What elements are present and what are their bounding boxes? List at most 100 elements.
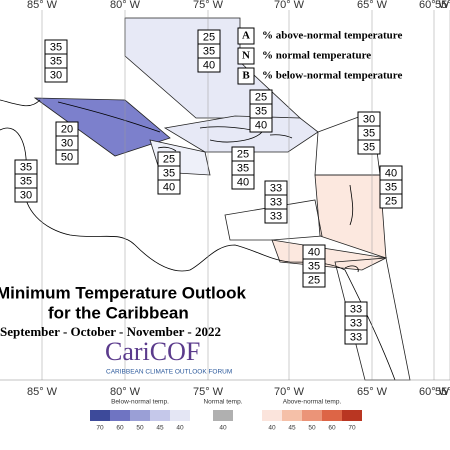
prob-cell xyxy=(249,117,273,133)
colorbar-label: Above-normal temp. xyxy=(283,399,342,406)
colorbar-tick: 40 xyxy=(176,425,184,432)
colorbar-label: Normal temp. xyxy=(203,399,242,406)
logo-subtitle: CARIBBEAN CLIMATE OUTLOOK FORUM xyxy=(106,369,232,376)
lon-label-bottom: 80° W xyxy=(110,386,141,398)
prob-value: 35 xyxy=(363,141,375,153)
coastline xyxy=(344,265,359,273)
colorbar-tick: 60 xyxy=(116,425,124,432)
prob-value: 40 xyxy=(163,181,175,193)
lon-label-bottom: 70° W xyxy=(274,386,305,398)
prob-value: 35 xyxy=(20,161,32,173)
prob-value: 25 xyxy=(308,274,320,286)
legend-text: % normal temperature xyxy=(262,50,371,62)
prob-value: 25 xyxy=(203,31,215,43)
colorbar-cell xyxy=(342,410,362,421)
colorbar-tick: 50 xyxy=(136,425,144,432)
colorbar-cell xyxy=(282,410,302,421)
prob-value: 33 xyxy=(350,303,362,315)
prob-value: 35 xyxy=(50,41,62,53)
lon-label-top: 65° W xyxy=(357,0,388,11)
prob-cell xyxy=(344,329,368,345)
legend-key-box xyxy=(237,67,255,85)
colorbar-tick: 45 xyxy=(156,425,164,432)
prob-cell xyxy=(157,179,181,195)
prob-value: 33 xyxy=(270,182,282,194)
prob-cell xyxy=(14,187,38,203)
prob-value: 40 xyxy=(255,119,267,131)
prob-value: 30 xyxy=(20,189,32,201)
prob-cell xyxy=(231,174,255,190)
prob-cell xyxy=(55,149,79,165)
lon-label-bottom: 65° W xyxy=(357,386,388,398)
coastline xyxy=(0,99,41,107)
region-outline xyxy=(224,199,323,241)
subtitle: for the Caribbean xyxy=(48,303,189,322)
lon-label-bottom: 75° W xyxy=(193,386,224,398)
colorbar-cell xyxy=(130,410,150,421)
lon-label-bottom: 60° W xyxy=(419,386,450,398)
lon-label-top: 75° W xyxy=(193,0,224,11)
prob-cell xyxy=(379,193,403,209)
coastline xyxy=(349,184,354,226)
prob-cell xyxy=(44,67,68,83)
colorbar-cell xyxy=(322,410,342,421)
legend: A % above-normal temperature N % normal tem… xyxy=(237,27,402,85)
prob-value: 33 xyxy=(350,331,362,343)
prob-value: 33 xyxy=(350,317,362,329)
legend-key-box xyxy=(237,27,255,45)
prob-cell xyxy=(357,139,381,155)
colorbar: Below-normal temp. Normal temp. Above-norm… xyxy=(90,399,362,432)
lon-label-top: 80° W xyxy=(110,0,141,11)
colorbar-tick: 70 xyxy=(96,425,104,432)
colorbar-cell xyxy=(110,410,130,421)
prob-value: 33 xyxy=(270,210,282,222)
prob-value: 30 xyxy=(363,113,375,125)
colorbar-label: Below-normal temp. xyxy=(111,399,169,406)
prob-value: 35 xyxy=(255,105,267,117)
probability-boxes: 25 35 40 35 35 30 20 30 50 25 35 40 30 35 35 25 35 40 25 35… xyxy=(14,29,403,345)
colorbar-tick: 40 xyxy=(268,425,276,432)
lon-label-top: 85° W xyxy=(27,0,58,11)
prob-value: 35 xyxy=(163,167,175,179)
colorbar-cell xyxy=(170,410,190,421)
colorbar-cell xyxy=(213,410,233,421)
prob-value: 35 xyxy=(308,260,320,272)
region-shade xyxy=(271,239,388,271)
title: Minimum Temperature Outlook xyxy=(0,283,247,302)
prob-cell xyxy=(197,57,221,73)
prob-value: 25 xyxy=(385,195,397,207)
prob-value: 40 xyxy=(203,59,215,71)
colorbar-cell xyxy=(302,410,322,421)
lon-label-top: 70° W xyxy=(274,0,305,11)
prob-value: 25 xyxy=(163,153,175,165)
prob-cell xyxy=(302,272,326,288)
colorbar-tick: 40 xyxy=(219,425,227,432)
colorbar-cell xyxy=(90,410,110,421)
colorbar-cell xyxy=(150,410,170,421)
lon-label-top: 55° W xyxy=(435,0,450,11)
legend-letter: N xyxy=(242,50,250,62)
prob-value: 50 xyxy=(61,151,73,163)
colorbar-tick: 60 xyxy=(328,425,336,432)
colorbar-cell xyxy=(262,410,282,421)
prob-value: 33 xyxy=(270,196,282,208)
legend-text: % above-normal temperature xyxy=(262,30,402,42)
colorbar-tick: 45 xyxy=(288,425,296,432)
prob-value: 35 xyxy=(237,162,249,174)
prob-value: 20 xyxy=(61,123,73,135)
prob-value: 35 xyxy=(50,55,62,67)
prob-value: 30 xyxy=(50,69,62,81)
colorbar-tick: 50 xyxy=(308,425,316,432)
prob-value: 35 xyxy=(385,181,397,193)
legend-key-box xyxy=(237,47,255,65)
logo: CariCOF xyxy=(105,337,200,366)
prob-value: 40 xyxy=(308,246,320,258)
graticule: 85° W 85° W 80° W 80° W 75° W 75° W 70° W 70° W… xyxy=(27,0,450,398)
prob-value: 35 xyxy=(203,45,215,57)
period: September - October - November - 2022 xyxy=(0,324,221,339)
coastline xyxy=(269,134,293,139)
coastline xyxy=(57,101,161,133)
prob-value: 25 xyxy=(237,148,249,160)
legend-letter: A xyxy=(242,30,250,42)
